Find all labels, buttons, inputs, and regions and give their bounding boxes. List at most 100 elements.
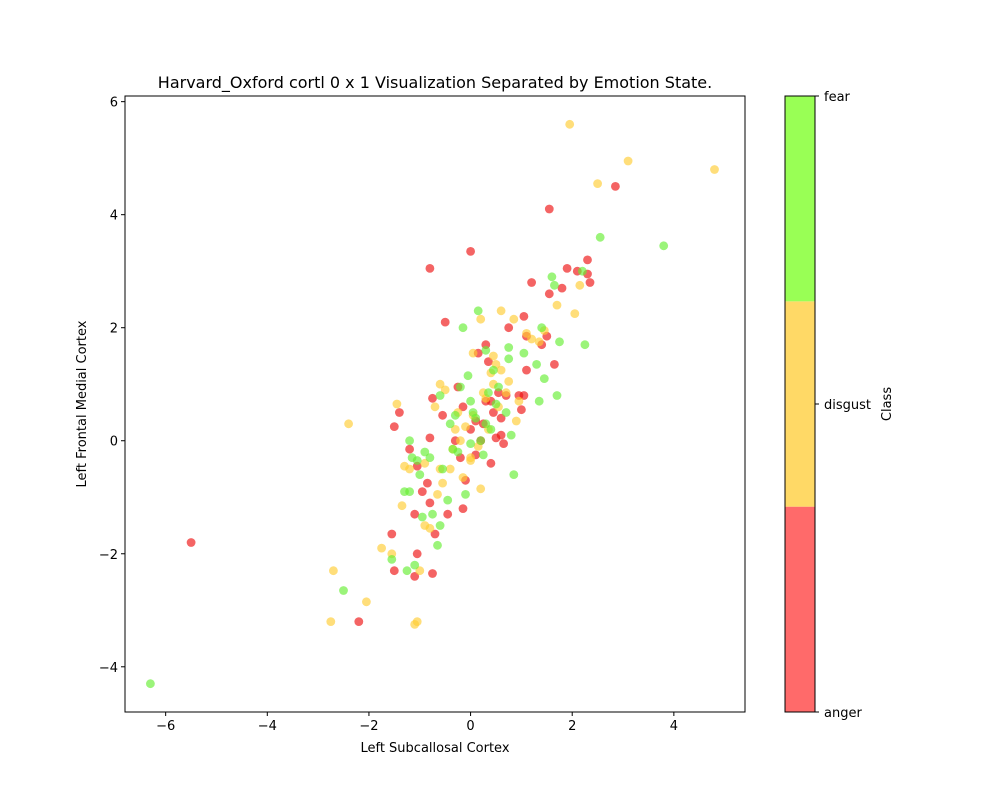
scatter-point-fear [443, 495, 453, 505]
scatter-point-fear [387, 555, 397, 564]
scatter-point-anger [544, 289, 554, 299]
colorbar-segment-anger [785, 506, 815, 712]
scatter-point-fear [580, 340, 590, 350]
scatter-point-fear [537, 323, 547, 333]
scatter-point-disgust [496, 365, 506, 375]
scatter-point-disgust [511, 416, 521, 426]
scatter-point-anger [410, 572, 420, 581]
scatter-point-disgust [593, 179, 602, 189]
scatter-point-anger [489, 408, 498, 417]
scatter-point-disgust [552, 300, 562, 310]
scatter-point-fear [410, 560, 420, 570]
scatter-point-anger [585, 278, 595, 287]
scatter-point-anger [562, 264, 572, 273]
scatter-point-anger [527, 278, 536, 287]
colorbar-tick-label: disgust [824, 398, 871, 413]
x-tick-label: −2 [359, 719, 378, 734]
y-tick-label: 6 [110, 96, 118, 111]
scatter-point-anger [430, 529, 440, 539]
scatter-point-fear [473, 306, 483, 316]
scatter-point-fear [509, 470, 519, 479]
scatter-point-fear [450, 410, 460, 420]
scatter-point-anger [496, 430, 506, 440]
scatter-point-fear [417, 512, 427, 522]
scatter-point-disgust [450, 425, 460, 434]
chart-title: Harvard_Oxford cortl 0 x 1 Visualization… [158, 73, 712, 93]
colorbar-segment-fear [785, 96, 815, 302]
scatter-point-fear [415, 470, 425, 479]
scatter-point-anger [504, 323, 514, 333]
scatter-point-disgust [489, 351, 498, 361]
scatter-point-fear [578, 266, 587, 276]
scatter-point-disgust [476, 314, 486, 324]
scatter-point-anger [557, 283, 567, 293]
colorbar-tick-label: anger [824, 706, 862, 721]
scatter-point-fear [595, 232, 605, 242]
scatter-point-anger [499, 439, 508, 448]
scatter-point-anger [522, 365, 531, 375]
scatter-point-anger [544, 204, 554, 214]
scatter-point-disgust [514, 396, 524, 406]
scatter-point-disgust [412, 617, 422, 626]
scatter-point-fear [466, 396, 475, 406]
scatter-point-disgust [405, 464, 414, 474]
scatter-point-disgust [415, 566, 425, 576]
scatter-point-disgust [575, 280, 585, 290]
scatter-point-fear [433, 540, 442, 550]
scatter-point-fear [494, 382, 503, 392]
scatter-point-anger [519, 312, 529, 321]
scatter-point-fear [504, 343, 514, 352]
scatter-point-anger [425, 498, 435, 508]
scatter-point-disgust [458, 473, 468, 482]
scatter-point-disgust [420, 458, 430, 468]
scatter-point-anger [486, 458, 496, 468]
scatter-point-fear [458, 323, 468, 333]
scatter-point-disgust [623, 156, 633, 166]
scatter-point-fear [481, 419, 491, 429]
y-tick-label: 4 [110, 209, 118, 224]
scatter-point-disgust [565, 119, 575, 129]
scatter-point-fear [435, 391, 445, 400]
scatter-point-fear [420, 447, 430, 457]
colorbar-tick-label: fear [824, 90, 851, 105]
x-tick-label: −6 [156, 719, 175, 734]
x-axis-label: Left Subcallosal Cortex [360, 741, 509, 756]
scatter-point-disgust [425, 523, 435, 533]
scatter-point-fear [552, 391, 562, 400]
scatter-point-fear [466, 439, 475, 448]
scatter-point-fear [506, 430, 516, 440]
scatter-point-fear [461, 490, 470, 499]
scatter-point-disgust [445, 464, 455, 474]
scatter-point-anger [425, 433, 435, 443]
colorbar-label: Class [880, 387, 895, 421]
scatter-point-fear [519, 348, 529, 358]
scatter-point-fear [425, 453, 435, 463]
scatter-point-disgust [440, 385, 450, 395]
scatter-point-fear [471, 413, 481, 423]
y-axis-ticks: −4 −2 0 2 4 6 [99, 96, 125, 676]
y-tick-label: −2 [99, 548, 118, 563]
x-axis-ticks: −6 −4 −2 0 2 4 [156, 712, 678, 734]
scatter-point-anger [458, 504, 468, 513]
scatter-point-anger [550, 360, 559, 369]
scatter-point-anger [440, 317, 450, 327]
scatter-point-anger [428, 393, 437, 403]
x-tick-label: −4 [258, 719, 277, 734]
scatter-point-fear [504, 354, 514, 364]
x-tick-label: 2 [568, 719, 576, 734]
scatter-point-fear [659, 241, 669, 251]
scatter-point-anger [438, 410, 447, 420]
scatter-point-fear [555, 337, 564, 347]
scatter-point-fear [478, 450, 488, 460]
scatter-point-anger [466, 247, 475, 256]
scatter-point-anger [583, 255, 592, 265]
scatter-point-anger [428, 569, 437, 578]
scatter-point-fear [456, 382, 465, 392]
scatter-point-anger [517, 405, 526, 415]
scatter-point-disgust [397, 501, 407, 511]
x-tick-label: 0 [466, 719, 474, 734]
scatter-point-disgust [344, 419, 353, 429]
colorbar: anger disgust fear [784, 90, 871, 721]
scatter-point-anger [410, 509, 420, 519]
